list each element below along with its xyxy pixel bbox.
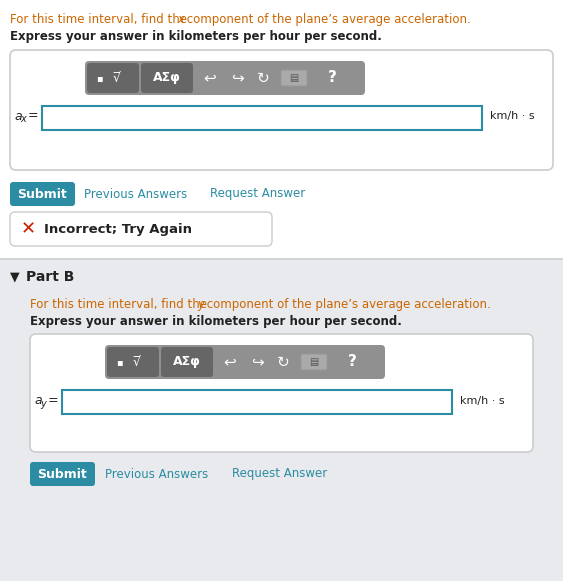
FancyBboxPatch shape — [301, 354, 327, 370]
Text: ?: ? — [347, 354, 356, 370]
Text: ▼: ▼ — [10, 270, 20, 283]
Text: ↩: ↩ — [224, 354, 236, 370]
Bar — [0, 258, 563, 581]
Text: =: = — [48, 394, 59, 407]
Text: ?: ? — [328, 70, 337, 85]
Text: Express your answer in kilometers per hour per second.: Express your answer in kilometers per ho… — [30, 315, 402, 328]
FancyBboxPatch shape — [10, 212, 272, 246]
FancyBboxPatch shape — [85, 61, 365, 95]
Text: √̅: √̅ — [113, 71, 121, 84]
FancyBboxPatch shape — [105, 345, 385, 379]
FancyBboxPatch shape — [10, 182, 75, 206]
Text: a: a — [34, 394, 42, 407]
Text: For this time interval, find the: For this time interval, find the — [30, 298, 211, 311]
FancyBboxPatch shape — [30, 334, 533, 452]
FancyBboxPatch shape — [87, 63, 139, 93]
Bar — [0, 258, 563, 260]
Text: AΣφ: AΣφ — [153, 71, 181, 84]
Text: ↩: ↩ — [204, 70, 216, 85]
Bar — [62, 390, 452, 414]
Bar — [0, 0, 563, 260]
Text: km/h · s: km/h · s — [490, 111, 535, 121]
FancyBboxPatch shape — [161, 347, 213, 377]
Text: km/h · s: km/h · s — [460, 396, 504, 406]
Text: ▤: ▤ — [289, 73, 298, 83]
Text: ↪: ↪ — [231, 70, 243, 85]
FancyBboxPatch shape — [107, 347, 159, 377]
Text: component of the plane’s average acceleration.: component of the plane’s average acceler… — [203, 298, 491, 311]
Text: Submit: Submit — [37, 468, 87, 480]
Text: Request Answer: Request Answer — [232, 468, 327, 480]
Text: AΣφ: AΣφ — [173, 356, 201, 368]
Text: ↻: ↻ — [257, 70, 269, 85]
Text: ↪: ↪ — [251, 354, 263, 370]
FancyBboxPatch shape — [141, 63, 193, 93]
Text: Part B: Part B — [26, 270, 74, 284]
Text: x: x — [20, 114, 26, 124]
Text: For this time interval, find the x: For this time interval, find the x — [10, 13, 198, 26]
Text: ▤: ▤ — [310, 357, 319, 367]
Text: Incorrect; Try Again: Incorrect; Try Again — [44, 223, 192, 235]
Bar — [42, 106, 482, 130]
FancyBboxPatch shape — [30, 462, 95, 486]
Text: ▪: ▪ — [115, 357, 122, 367]
FancyBboxPatch shape — [10, 50, 553, 170]
Text: =: = — [28, 109, 39, 123]
Text: y: y — [40, 399, 46, 409]
Text: Submit: Submit — [17, 188, 67, 200]
Text: ▪: ▪ — [96, 73, 102, 83]
Text: a: a — [14, 109, 21, 123]
Text: √̅: √̅ — [133, 356, 141, 368]
FancyBboxPatch shape — [281, 70, 307, 86]
Text: Express your answer in kilometers per hour per second.: Express your answer in kilometers per ho… — [10, 30, 382, 43]
Text: x: x — [178, 13, 185, 26]
Text: ✕: ✕ — [20, 220, 35, 238]
Text: y: y — [198, 298, 204, 311]
Text: Previous Answers: Previous Answers — [105, 468, 208, 480]
Text: Request Answer: Request Answer — [210, 188, 305, 200]
Text: component of the plane’s average acceleration.: component of the plane’s average acceler… — [183, 13, 471, 26]
Text: Previous Answers: Previous Answers — [84, 188, 187, 200]
Text: For this time interval, find the: For this time interval, find the — [10, 13, 191, 26]
Text: ↻: ↻ — [276, 354, 289, 370]
